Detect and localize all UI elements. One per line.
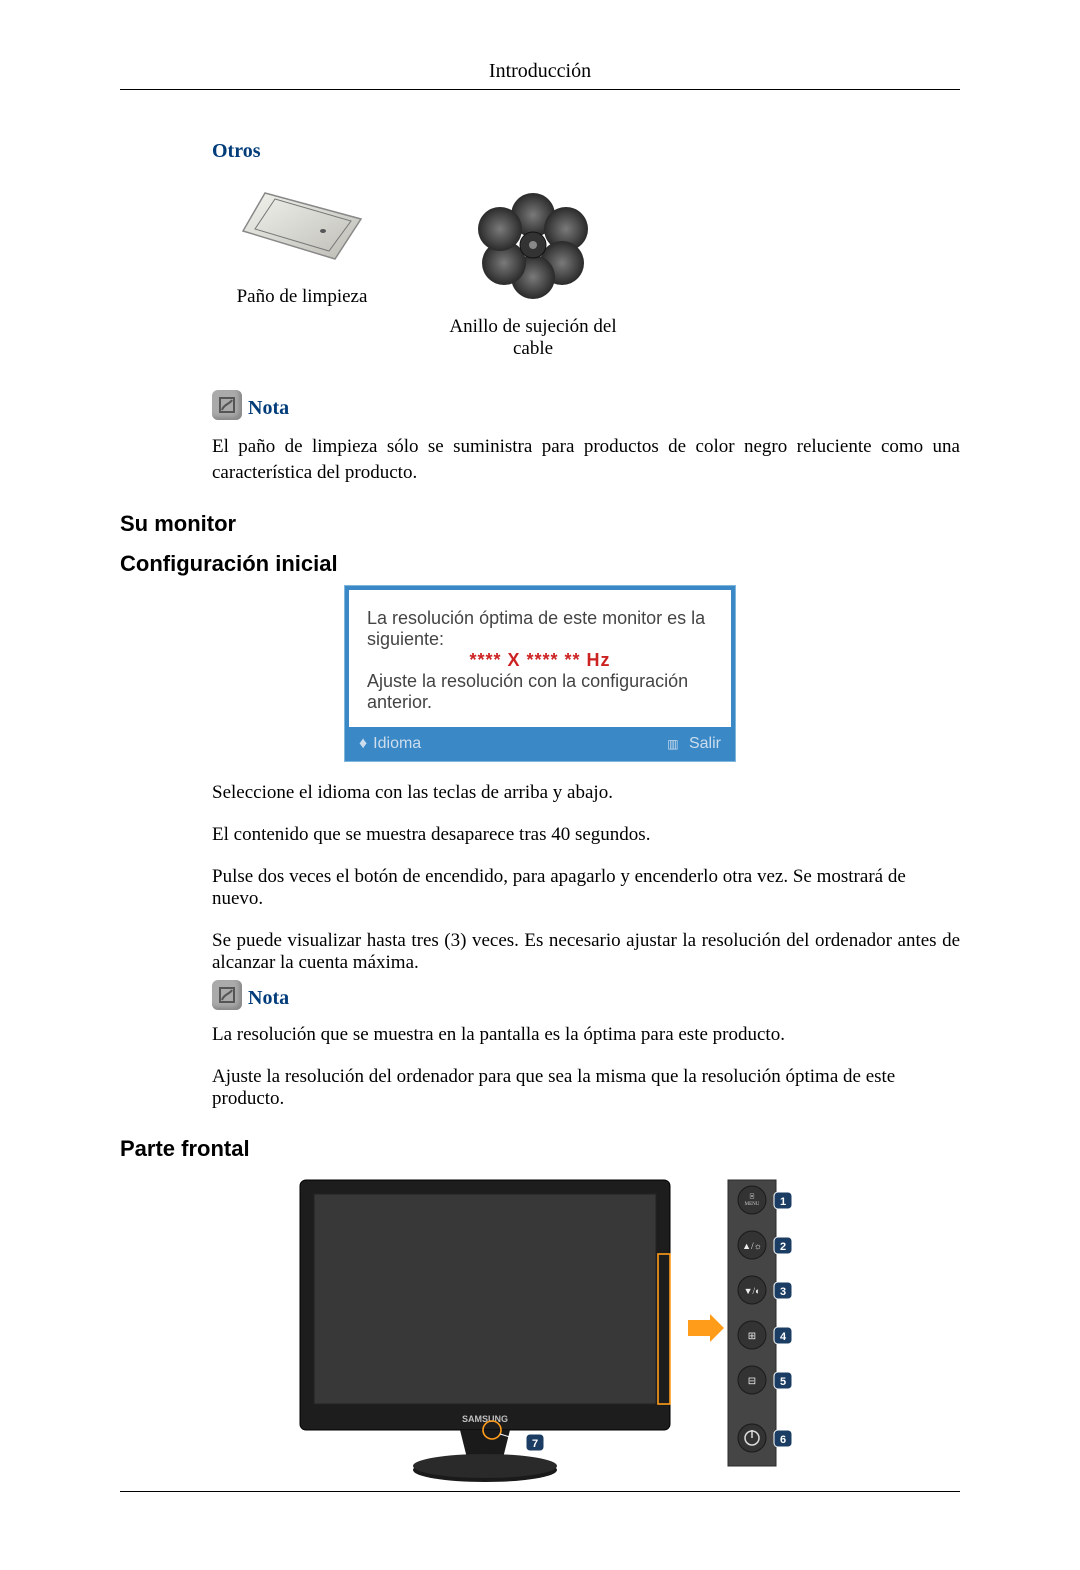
bottom-rule	[120, 1491, 960, 1492]
nota2-p1: La resolución que se muestra en la panta…	[212, 1024, 960, 1046]
badge-5: 5	[780, 1376, 786, 1388]
badge-2: 2	[780, 1241, 786, 1253]
otros-items-row: Paño de limpieza	[212, 181, 960, 360]
monitor-illustration: SAMSUNG 7	[300, 1180, 670, 1482]
badge-3: 3	[780, 1286, 786, 1298]
item-cleaning-cloth: Paño de limpieza	[212, 181, 392, 360]
osd-arrow-icon: ♦	[359, 735, 367, 752]
nota1-label: Nota	[248, 397, 289, 420]
osd-right: ▥ Salir	[667, 735, 721, 753]
badge-1: 1	[780, 1196, 786, 1208]
brand-text: SAMSUNG	[462, 1414, 508, 1424]
osd-popup: La resolución óptima de este monitor es …	[344, 585, 736, 762]
page-header: Introducción	[120, 60, 960, 83]
cleaning-cloth-icon	[237, 181, 367, 271]
svg-text:⊟: ⊟	[748, 1376, 756, 1387]
nota1-row: Nota	[212, 390, 960, 420]
cable-ring-caption: Anillo de sujeción del cable	[428, 316, 638, 360]
badge-7: 7	[532, 1438, 538, 1450]
config-p2: El contenido que se muestra desaparece t…	[212, 824, 960, 846]
nota2-row: Nota	[212, 980, 960, 1010]
osd-right-label: Salir	[689, 735, 721, 752]
top-rule	[120, 89, 960, 90]
heading-config-inicial: Configuración inicial	[120, 551, 960, 577]
svg-text:回: 回	[749, 1194, 754, 1200]
osd-left: ♦ Idioma	[359, 735, 421, 753]
osd-resolution: **** X **** ** Hz	[367, 650, 713, 671]
osd-inner: La resolución óptima de este monitor es …	[349, 590, 731, 727]
svg-text:▲/☼: ▲/☼	[742, 1241, 762, 1251]
config-p1: Seleccione el idioma con las teclas de a…	[212, 782, 960, 804]
heading-su-monitor: Su monitor	[120, 511, 960, 537]
badge-4: 4	[780, 1331, 787, 1343]
svg-text:MENU: MENU	[745, 1202, 760, 1207]
front-figure: SAMSUNG 7	[120, 1170, 960, 1500]
callout-arrow-icon	[688, 1314, 724, 1342]
heading-parte-frontal: Parte frontal	[120, 1136, 960, 1162]
item-cable-ring: Anillo de sujeción del cable	[428, 181, 638, 360]
osd-line2: Ajuste la resolución con la configuració…	[367, 671, 688, 712]
note-icon	[212, 980, 242, 1010]
svg-text:▼/◐: ▼/◐	[744, 1286, 761, 1296]
nota1-text: El paño de limpieza sólo se suministra p…	[212, 434, 960, 485]
osd-exit-icon: ▥	[667, 737, 678, 751]
config-p3: Pulse dos veces el botón de encendido, p…	[212, 866, 960, 910]
cable-ring-icon	[448, 181, 618, 301]
osd-footer: ♦ Idioma ▥ Salir	[345, 731, 735, 761]
nota2-label: Nota	[248, 987, 289, 1010]
otros-heading: Otros	[212, 140, 960, 163]
osd-line1: La resolución óptima de este monitor es …	[367, 608, 705, 649]
svg-text:⊞: ⊞	[748, 1331, 756, 1342]
osd-left-label: Idioma	[373, 735, 421, 752]
badge-6: 6	[780, 1434, 786, 1446]
nota2-p2: Ajuste la resolución del ordenador para …	[212, 1066, 960, 1110]
note-icon	[212, 390, 242, 420]
cleaning-cloth-caption: Paño de limpieza	[212, 286, 392, 308]
config-p4: Se puede visualizar hasta tres (3) veces…	[212, 930, 960, 974]
